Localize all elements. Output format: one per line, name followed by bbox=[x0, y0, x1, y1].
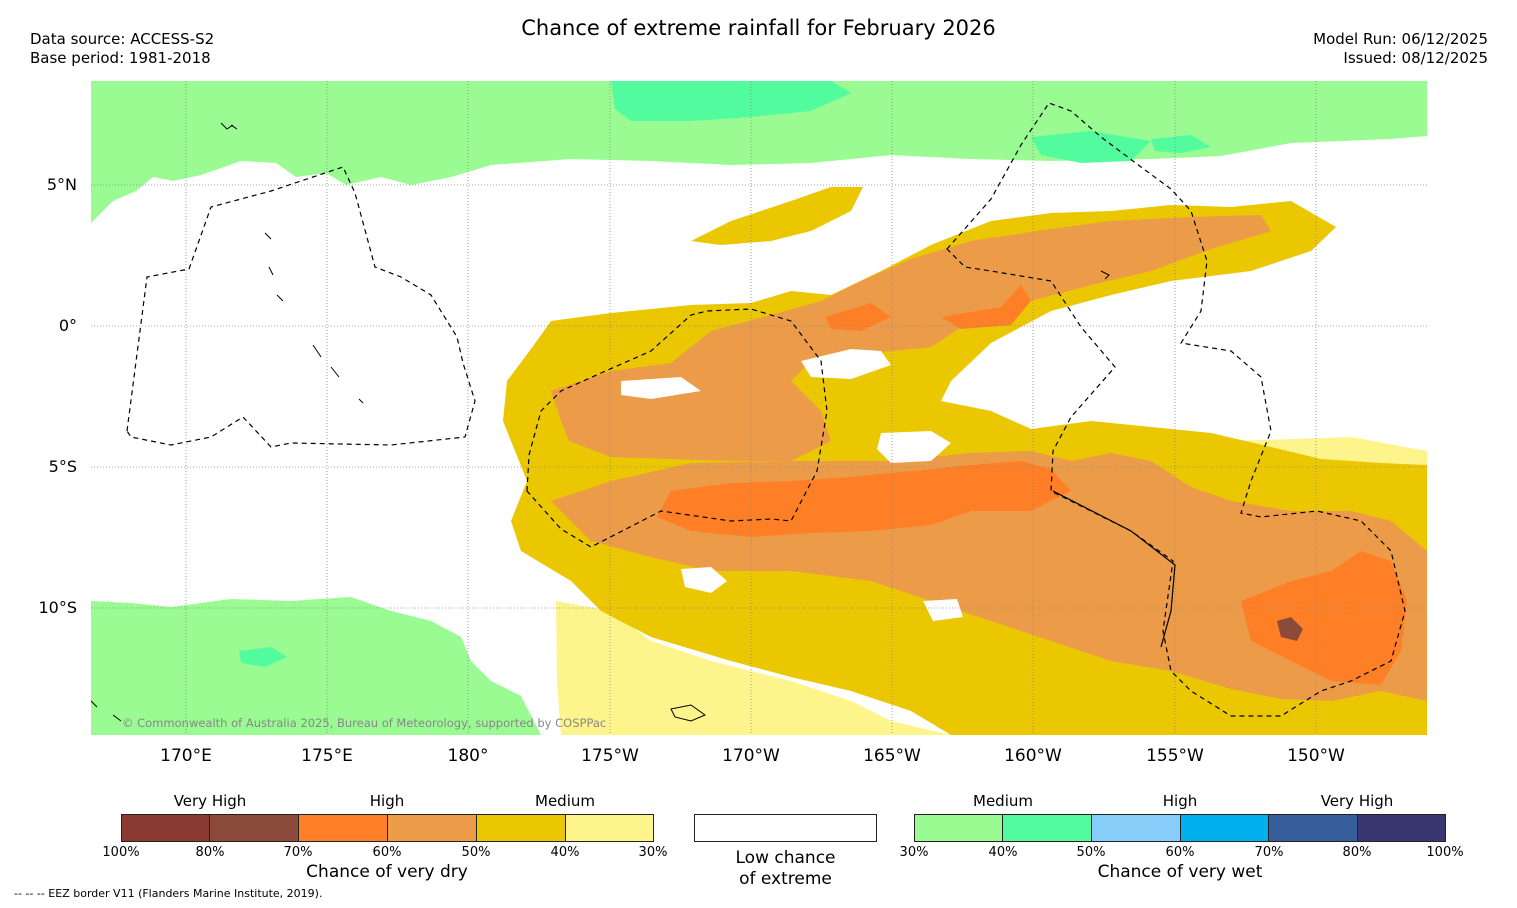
legend-wet-caption: Chance of very wet bbox=[1097, 862, 1263, 882]
data-source: Data source: ACCESS-S2 bbox=[30, 30, 215, 48]
wet-patch-south-medium bbox=[239, 647, 287, 667]
legend-wet-medium: Medium bbox=[973, 792, 1033, 810]
legend-neutral-line2: of extreme bbox=[739, 869, 832, 889]
lon-label-175w: 175°W bbox=[581, 746, 639, 766]
legend-wet-swatch-6 bbox=[1357, 814, 1446, 842]
map-title: Chance of extreme rainfall for February … bbox=[521, 16, 996, 40]
legend-dry-tick: 70% bbox=[283, 845, 313, 860]
dry-region-high-north-2 bbox=[941, 285, 1031, 329]
legend-dry-swatch-5 bbox=[476, 814, 566, 842]
legend-dry-tick: 40% bbox=[550, 845, 580, 860]
dry-areas bbox=[503, 187, 1427, 735]
lon-label-150w: 150°W bbox=[1287, 746, 1345, 766]
copyright-notice: © Commonwealth of Australia 2025, Bureau… bbox=[122, 716, 607, 730]
lon-label-170e: 170°E bbox=[160, 746, 212, 766]
legend-wet-tick: 70% bbox=[1254, 845, 1284, 860]
eez-footnote: -- -- -- EEZ border V11 (Flanders Marine… bbox=[14, 887, 323, 900]
lon-label-180: 180° bbox=[447, 746, 489, 766]
graticule bbox=[91, 81, 1427, 735]
legend-dry-swatch-2 bbox=[209, 814, 299, 842]
dry-region-very-high bbox=[1277, 617, 1303, 641]
legend-dry-medium: Medium bbox=[535, 792, 595, 810]
lat-label-5n: 5°N bbox=[46, 175, 77, 194]
legend-wet-swatch-3 bbox=[1091, 814, 1181, 842]
lat-label-10s: 10°S bbox=[38, 598, 77, 617]
legend-wet-swatch-2 bbox=[1002, 814, 1092, 842]
island-group-1 bbox=[220, 122, 238, 130]
base-period: Base period: 1981-2018 bbox=[30, 49, 211, 67]
legend-dry-tick: 60% bbox=[372, 845, 402, 860]
legend-dry-tick: 100% bbox=[102, 845, 140, 860]
data-info: Data source: ACCESS-S2 Base period: 1981… bbox=[30, 30, 214, 68]
legend-wet-high: High bbox=[1162, 792, 1198, 810]
wet-region-north-medium bbox=[611, 81, 851, 121]
legend-wet-swatch-4 bbox=[1180, 814, 1269, 842]
legend-dry-very-high: Very High bbox=[173, 792, 247, 810]
legend-wet-tick: 100% bbox=[1426, 845, 1464, 860]
dry-region-moderate bbox=[551, 215, 1271, 461]
legend-wet-swatch-5 bbox=[1268, 814, 1358, 842]
legend-dry-high: High bbox=[369, 792, 405, 810]
island-group-5 bbox=[1100, 270, 1110, 280]
wet-patch-2 bbox=[1031, 131, 1151, 163]
legend-wet-swatch-1 bbox=[914, 814, 1003, 842]
eez-border-kiribati-gilberts bbox=[126, 166, 476, 448]
lat-label-5s: 5°S bbox=[48, 457, 77, 476]
low-chance-hole-4 bbox=[923, 599, 963, 621]
wet-region-south bbox=[91, 597, 541, 735]
lon-label-175e: 175°E bbox=[301, 746, 353, 766]
lon-label-155w: 155°W bbox=[1146, 746, 1204, 766]
model-info: Model Run: 06/12/2025 Issued: 08/12/2025 bbox=[1313, 30, 1488, 68]
island-group-4 bbox=[670, 704, 707, 722]
lon-label-165w: 165°W bbox=[863, 746, 921, 766]
lat-label-0: 0° bbox=[58, 316, 77, 335]
legend-dry-swatch-4 bbox=[387, 814, 477, 842]
wet-areas bbox=[91, 81, 1427, 735]
dry-region-medium-north bbox=[691, 187, 863, 245]
island-group-3 bbox=[312, 344, 364, 404]
rainfall-map bbox=[91, 81, 1427, 735]
eez-border-phoenix bbox=[526, 308, 828, 548]
legend-wet-tick: 50% bbox=[1076, 845, 1106, 860]
eez-borders bbox=[126, 102, 1406, 717]
island-group-6 bbox=[91, 700, 122, 722]
legend-wet-tick: 40% bbox=[988, 845, 1018, 860]
maritime-boundary-line bbox=[1052, 490, 1176, 648]
model-run: Model Run: 06/12/2025 bbox=[1313, 30, 1488, 48]
dry-region-high-north bbox=[825, 303, 891, 331]
map-canvas bbox=[91, 81, 1427, 735]
legend-dry-tick: 80% bbox=[195, 845, 225, 860]
legend-dry-tick: 50% bbox=[461, 845, 491, 860]
legend-dry-tick: 30% bbox=[638, 845, 668, 860]
low-chance-hole-3 bbox=[681, 567, 727, 593]
legend-wet-tick: 30% bbox=[899, 845, 929, 860]
wet-region-north bbox=[91, 81, 1427, 223]
legend-neutral-swatch bbox=[694, 814, 877, 842]
island-group-2 bbox=[264, 232, 284, 302]
low-chance-hole-1 bbox=[801, 349, 891, 379]
legend-dry-swatch-6 bbox=[565, 814, 654, 842]
legend-dry-swatch-1 bbox=[121, 814, 210, 842]
islands bbox=[91, 122, 1110, 722]
issued-date: Issued: 08/12/2025 bbox=[1343, 49, 1488, 67]
wet-patch-3 bbox=[1151, 135, 1211, 153]
dry-region-light bbox=[556, 601, 951, 735]
low-chance-hole-2 bbox=[877, 431, 951, 463]
eez-border-line-islands bbox=[946, 102, 1406, 717]
dry-region-high-east bbox=[1241, 551, 1407, 685]
lon-label-170w: 170°W bbox=[722, 746, 780, 766]
legend-neutral-line1: Low chance bbox=[735, 848, 836, 868]
low-chance-hole-5 bbox=[621, 377, 701, 399]
legend-dry-caption: Chance of very dry bbox=[306, 862, 468, 882]
legend-dry-swatch-3 bbox=[298, 814, 388, 842]
legend-wet-tick: 80% bbox=[1342, 845, 1372, 860]
dry-region-high bbox=[657, 461, 1071, 537]
lon-label-160w: 160°W bbox=[1004, 746, 1062, 766]
legend-wet-tick: 60% bbox=[1165, 845, 1195, 860]
legend-wet-very-high: Very High bbox=[1320, 792, 1394, 810]
legend-neutral-caption: Low chance of extreme bbox=[694, 848, 877, 890]
